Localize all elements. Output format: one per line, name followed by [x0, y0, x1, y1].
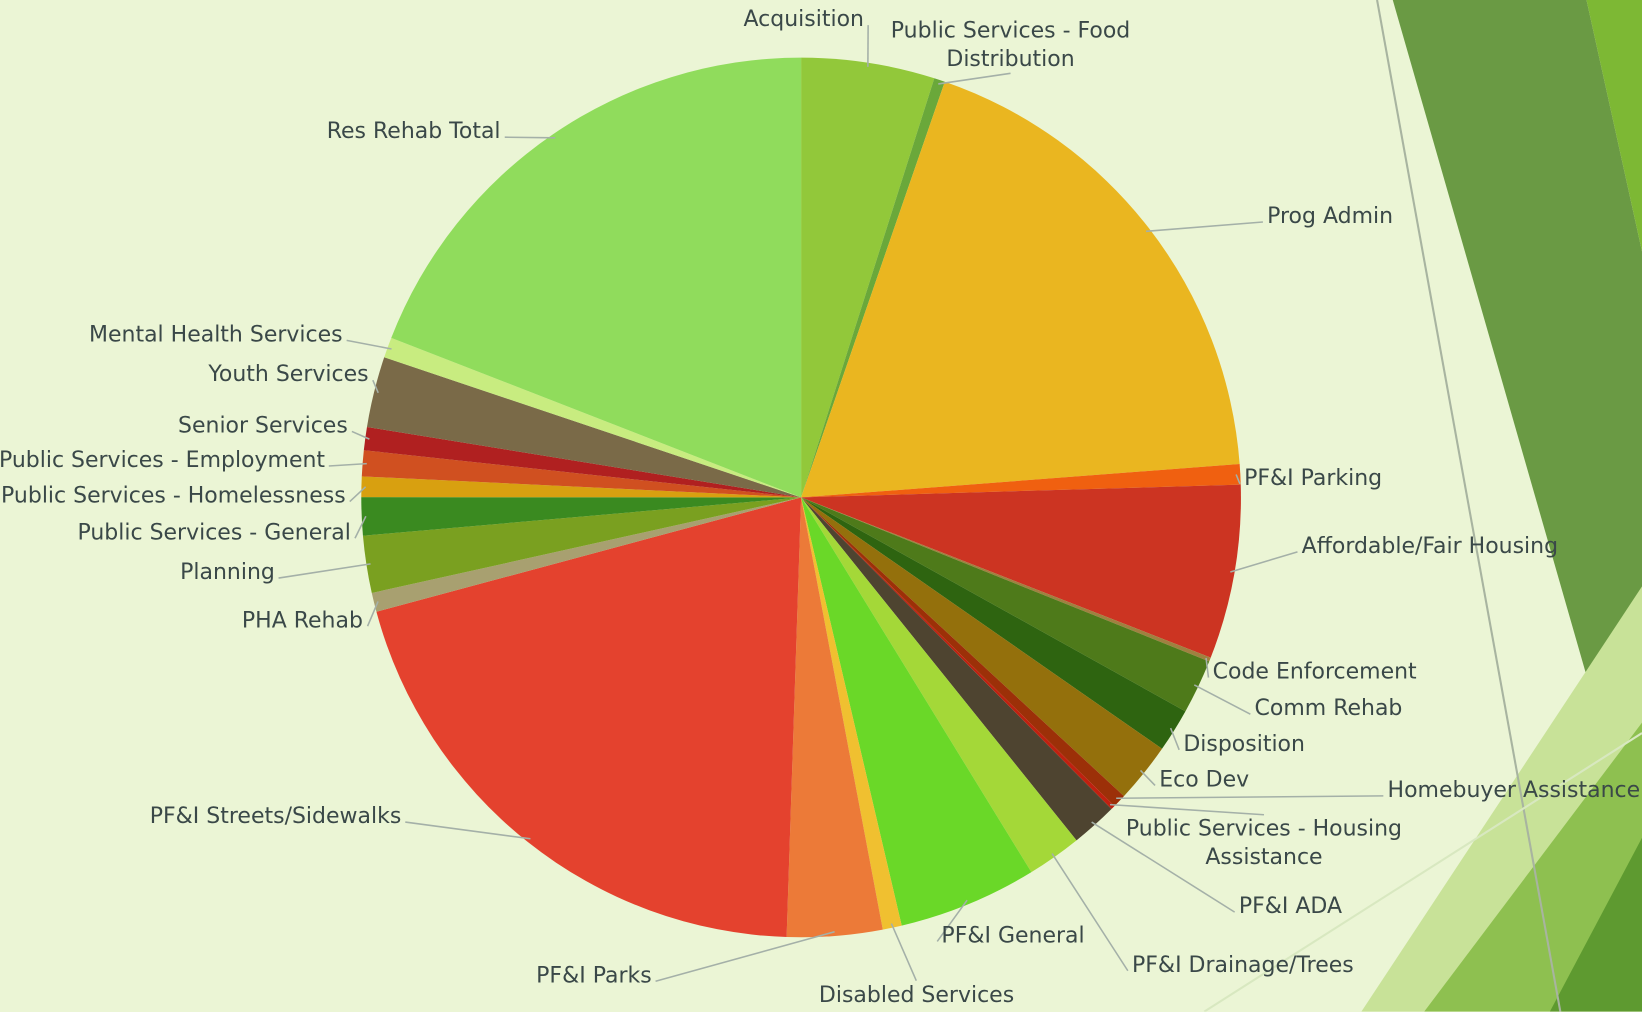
leader-line: [368, 601, 378, 626]
leader-line: [329, 464, 367, 466]
leader-line: [1230, 552, 1297, 572]
slice-label: PF&I Parking: [1244, 463, 1382, 491]
leader-line: [938, 73, 1010, 84]
slice-label: Eco Dev: [1159, 765, 1249, 793]
leader-line: [1116, 796, 1383, 798]
leader-line: [1171, 728, 1180, 750]
slice-label: Homebuyer Assistance: [1388, 775, 1641, 803]
slice-label: PF&I Parks: [536, 961, 652, 989]
slice-label: Public Services - Homelessness: [1, 481, 346, 509]
slice-label: PF&I General: [941, 921, 1084, 949]
chart: Acquisition Public Services - Food Distri…: [0, 0, 1642, 1012]
leader-line: [1052, 854, 1128, 971]
slice-label: Public Services - Housing Assistance: [1123, 815, 1406, 872]
slice-label: Senior Services: [178, 411, 348, 439]
leader-line: [1146, 222, 1263, 231]
slice-label: Comm Rehab: [1255, 694, 1403, 722]
slice-label: Planning: [180, 558, 275, 586]
leader-line: [1194, 685, 1250, 714]
slice-label: Public Services - General: [77, 518, 350, 546]
slice-label: Code Enforcement: [1213, 657, 1417, 685]
leader-line: [347, 340, 392, 349]
slice-label: Disposition: [1183, 729, 1305, 757]
slice-label: PHA Rehab: [242, 606, 363, 634]
page: Acquisition Public Services - Food Distri…: [0, 0, 1642, 1012]
slice-label: PF&I Drainage/Trees: [1132, 950, 1354, 978]
leader-line: [279, 564, 371, 578]
slice-label: PF&I ADA: [1239, 892, 1342, 920]
slice-label: Public Services - Employment: [0, 446, 325, 474]
slice-label: PF&I Streets/Sidewalks: [150, 802, 402, 830]
slice-label: Affordable/Fair Housing: [1302, 531, 1558, 559]
leader-line: [1141, 770, 1156, 785]
slice-label: Mental Health Services: [89, 320, 343, 348]
slice-label: Youth Services: [208, 360, 368, 388]
pie: [361, 58, 1241, 938]
slice-label: Acquisition: [744, 5, 864, 33]
slice-label: Prog Admin: [1267, 202, 1393, 230]
slice-label: Disabled Services: [819, 981, 1014, 1009]
slice-label: Res Rehab Total: [327, 117, 501, 145]
leader-line: [1110, 805, 1264, 815]
leader-line: [505, 137, 555, 138]
leader-line: [656, 932, 835, 981]
leader-line: [891, 924, 916, 981]
slice-label: Public Services - Food Distribution: [880, 17, 1142, 74]
